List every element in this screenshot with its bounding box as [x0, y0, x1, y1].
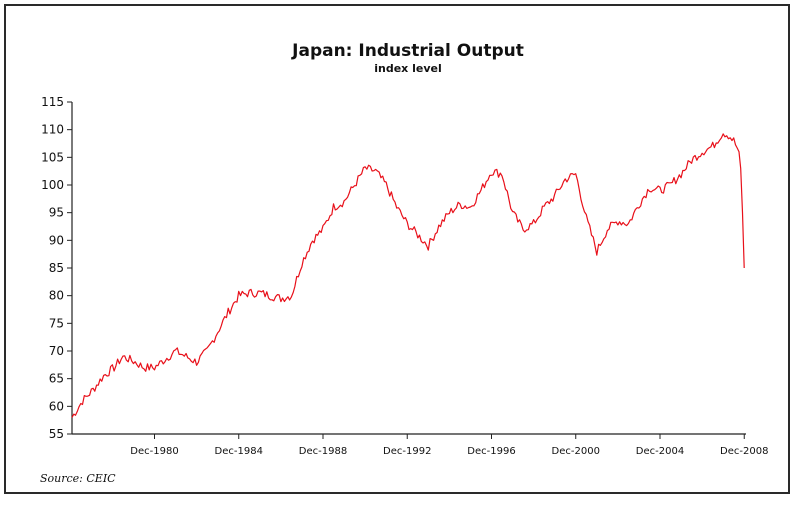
- y-tick-label: 110: [41, 123, 64, 137]
- y-tick-label: 105: [41, 150, 64, 164]
- x-tick-label: Dec-2008: [720, 446, 768, 457]
- axes: [71, 102, 746, 435]
- x-tick-label: Dec-1988: [299, 446, 347, 457]
- chart-title: Japan: Industrial Output: [291, 41, 524, 61]
- y-tick-label: 85: [49, 261, 64, 275]
- y-axis-ticks: 55 60 65 70 75 80 85 90 95 100 105 110 115: [41, 95, 72, 441]
- x-tick-label: Dec-1984: [215, 446, 263, 457]
- y-tick-label: 95: [49, 206, 64, 220]
- source-note: Source: CEIC: [40, 472, 116, 485]
- x-tick-label: Dec-1992: [383, 446, 431, 457]
- series-line-industrial-output: [71, 133, 745, 418]
- y-tick-label: 75: [49, 316, 64, 330]
- y-tick-label: 100: [41, 178, 64, 192]
- y-tick-label: 90: [49, 233, 64, 247]
- chart-subtitle: index level: [374, 62, 442, 75]
- chart-frame: Japan: Industrial Output index level 55 6…: [4, 4, 790, 494]
- y-tick-label: 115: [41, 95, 64, 109]
- chart-svg: Japan: Industrial Output index level 55 6…: [40, 41, 768, 485]
- x-axis-ticks: Dec-1980 Dec-1984 Dec-1988 Dec-1992 Dec-1996…: [130, 434, 768, 457]
- y-tick-label: 65: [49, 372, 64, 386]
- y-tick-label: 70: [49, 344, 64, 358]
- plot-area: [71, 133, 745, 418]
- y-tick-label: 55: [49, 427, 64, 441]
- y-tick-label: 60: [49, 399, 64, 413]
- x-tick-label: Dec-1996: [467, 446, 515, 457]
- x-tick-label: Dec-1980: [130, 446, 178, 457]
- x-tick-label: Dec-2004: [636, 446, 684, 457]
- x-tick-label: Dec-2000: [552, 446, 600, 457]
- y-tick-label: 80: [49, 289, 64, 303]
